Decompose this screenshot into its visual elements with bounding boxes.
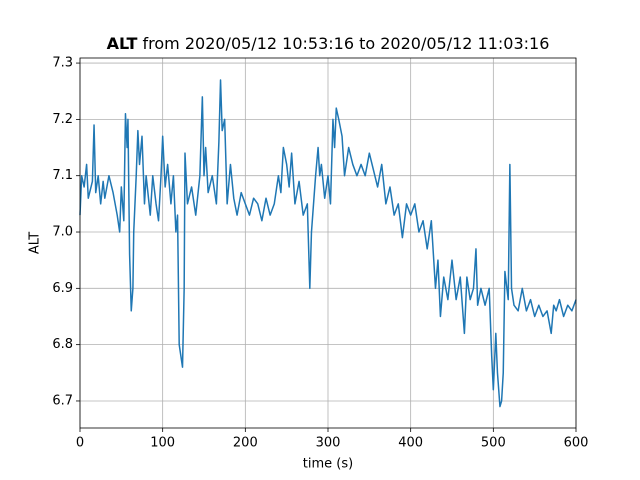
y-tick-label: 6.9 (52, 281, 73, 296)
chart-title: ALT from 2020/05/12 10:53:16 to 2020/05/… (107, 34, 550, 53)
y-tick-label: 6.7 (52, 393, 73, 408)
title-rest: from 2020/05/12 10:53:16 to 2020/05/12 1… (143, 34, 550, 53)
y-tick-label: 7.1 (52, 168, 73, 183)
x-tick-label: 300 (316, 436, 341, 451)
x-axis-label: time (s) (303, 457, 353, 472)
y-tick-label: 7.0 (52, 225, 73, 240)
data-line (79, 79, 577, 408)
y-tick-label: 7.3 (52, 56, 73, 71)
plot-frame (79, 57, 577, 429)
x-tick-label: 200 (233, 436, 258, 451)
x-tick-label: 100 (150, 436, 175, 451)
y-tick-label: 7.2 (52, 112, 73, 127)
x-tick-label: 500 (481, 436, 506, 451)
x-tick-label: 400 (398, 436, 423, 451)
title-bold: ALT (107, 34, 138, 53)
y-tick-label: 6.8 (52, 337, 73, 352)
x-tick-label: 600 (564, 436, 589, 451)
x-tick-label: 0 (76, 436, 84, 451)
y-axis-label: ALT (28, 232, 43, 254)
